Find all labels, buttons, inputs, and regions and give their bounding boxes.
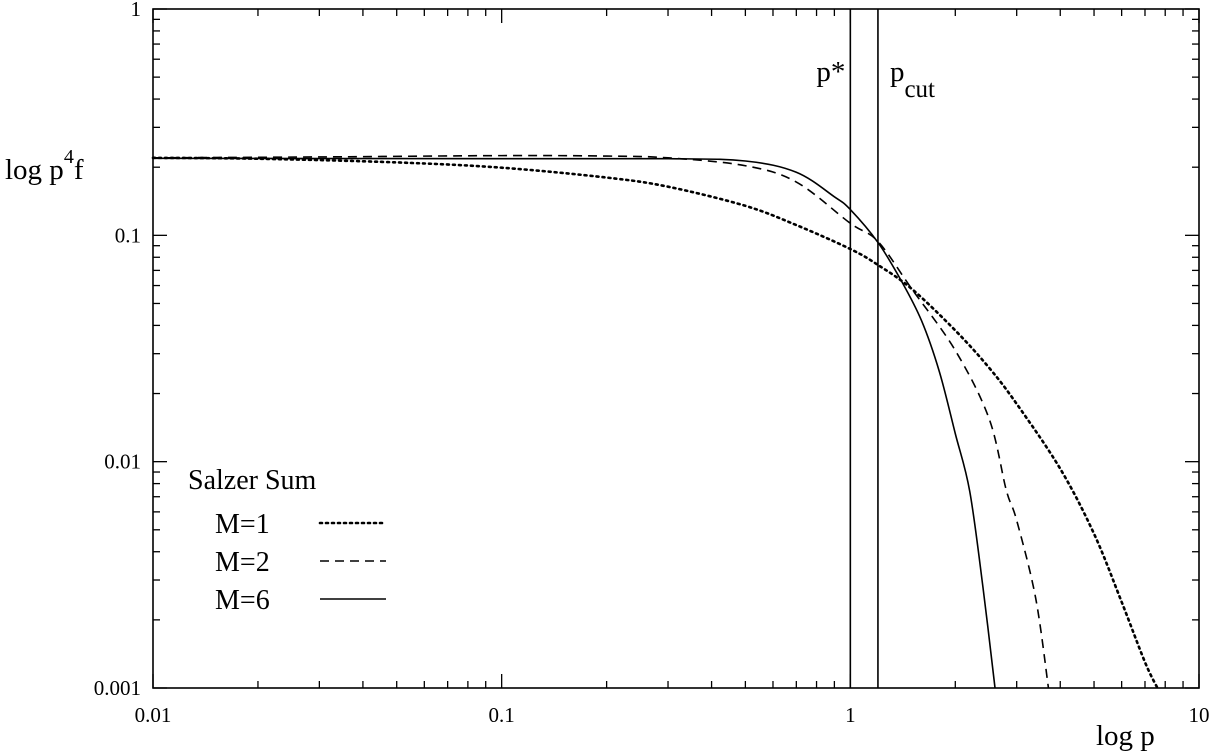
x-tick-label: 0.01 xyxy=(135,703,172,727)
x-tick-labels: 0.01 0.1 1 10 xyxy=(135,703,1210,727)
legend-item-label: M=2 xyxy=(215,547,270,578)
legend-items: M=1 M=2 M=6 xyxy=(215,509,388,616)
x-tick-label: 0.1 xyxy=(489,703,515,727)
series-line-m-6 xyxy=(152,157,996,689)
y-tick-label: 0.1 xyxy=(115,223,141,247)
vertical-markers-layer xyxy=(849,9,879,688)
x-tick-label: 10 xyxy=(1189,703,1210,727)
legend-item-label: M=1 xyxy=(215,509,270,540)
marker-label-subscript: cut xyxy=(904,76,935,103)
legend-title: Salzer Sum xyxy=(188,465,317,496)
y-tick-label: 0.001 xyxy=(94,676,141,700)
y-tick-labels: 0.001 0.01 0.1 1 xyxy=(94,0,141,700)
y-tick-label: 0.01 xyxy=(104,450,141,474)
series-line-m-2 xyxy=(152,154,1050,689)
marker-label-main: p* xyxy=(816,56,845,88)
marker-label: p* xyxy=(816,56,845,88)
data-series-layer xyxy=(151,154,1159,690)
series-line-m-1 xyxy=(151,156,1159,690)
marker-labels: p* pcut xyxy=(816,56,935,103)
plot-frame xyxy=(152,8,1200,689)
marker-label: pcut xyxy=(890,56,935,103)
y-axis-title-text: log p xyxy=(5,154,64,186)
y-axis-title-suffix: f xyxy=(74,154,84,186)
legend: Salzer Sum M=1 M=2 M=6 xyxy=(188,465,388,616)
axis-ticks-layer xyxy=(152,8,1200,689)
y-axis-title-superscript: 4 xyxy=(64,146,74,168)
y-tick-label: 1 xyxy=(131,0,142,21)
y-axis-title: log p4f xyxy=(5,146,84,186)
x-tick-label: 1 xyxy=(845,703,856,727)
x-axis-title: log p xyxy=(1096,720,1155,752)
legend-item-label: M=6 xyxy=(215,585,270,616)
marker-label-main: p xyxy=(890,56,905,88)
